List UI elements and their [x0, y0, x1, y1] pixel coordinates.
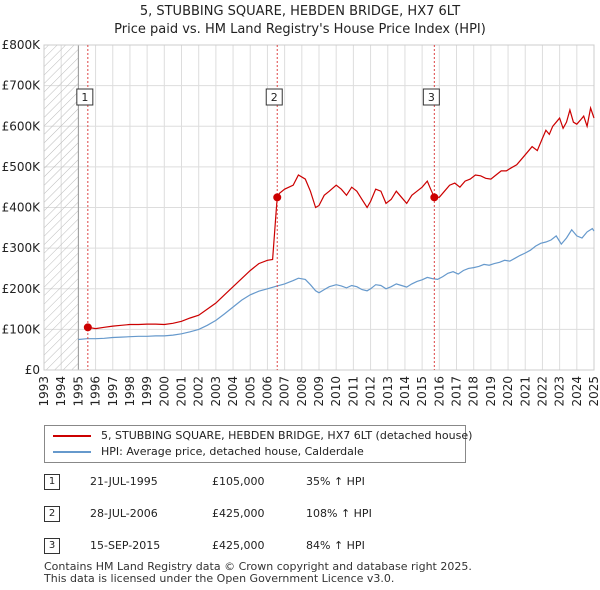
x-tick-label: 2008	[295, 376, 309, 407]
sale-hpi-change: 84% ↑ HPI	[306, 539, 365, 552]
sale-date: 21-JUL-1995	[90, 475, 158, 488]
x-tick-label: 2014	[398, 376, 412, 407]
x-tick-label: 1994	[54, 376, 68, 407]
price-paid-line	[87, 105, 595, 330]
x-tick-label: 2015	[415, 376, 429, 407]
x-tick-label: 2005	[243, 376, 257, 407]
legend-label-hpi: HPI: Average price, detached house, Cald…	[101, 445, 364, 458]
legend-label-price-paid: 5, STUBBING SQUARE, HEBDEN BRIDGE, HX7 6…	[101, 429, 473, 442]
y-tick-label: £700K	[2, 79, 42, 93]
sale-row: 3 15-SEP-2015 £425,000 84% ↑ HPI	[44, 536, 464, 556]
sale-number: 3	[44, 538, 60, 554]
x-tick-label: 2000	[157, 376, 171, 407]
footer-copyright: Contains HM Land Registry data © Crown c…	[44, 560, 472, 573]
plot-border	[43, 44, 595, 371]
legend-swatch-hpi	[53, 451, 91, 453]
chart-subtitle: Price paid vs. HM Land Registry's House …	[114, 22, 486, 37]
x-tick-label: 2016	[432, 376, 446, 407]
sale-marker-box	[265, 88, 283, 106]
x-tick-label: 1993	[37, 376, 51, 407]
x-tick-label: 1998	[123, 376, 137, 407]
x-tick-label: 2007	[278, 376, 292, 407]
footer-licence: This data is licensed under the Open Gov…	[44, 572, 395, 585]
y-tick-label: £400K	[2, 201, 42, 215]
x-tick-label: 1996	[89, 376, 103, 407]
sale-price: £425,000	[212, 539, 265, 552]
hpi-line	[78, 227, 595, 341]
y-tick-label: £600K	[2, 119, 42, 133]
x-tick-label: 2020	[501, 376, 515, 407]
y-tick-label: £300K	[2, 241, 42, 255]
x-tick-label: 2010	[329, 376, 343, 407]
sale-marker-label: 3	[428, 91, 435, 104]
x-tick-label: 2001	[175, 376, 189, 407]
x-tick-label: 2012	[364, 376, 378, 407]
x-tick-label: 1999	[140, 376, 154, 407]
sale-number: 2	[44, 506, 60, 522]
x-tick-label: 2009	[312, 376, 326, 407]
x-tick-label: 2024	[570, 376, 584, 407]
sale-point	[430, 193, 439, 202]
sale-hpi-change: 35% ↑ HPI	[306, 475, 365, 488]
x-tick-label: 2023	[553, 376, 567, 407]
price-chart: £0 £100K £200K £300K £400K £500K £600K £700K £80…	[2, 38, 600, 407]
sale-number: 1	[44, 474, 60, 490]
sale-marker-box	[76, 88, 94, 106]
legend-swatch-price-paid	[53, 435, 91, 437]
sale-date: 28-JUL-2006	[90, 507, 158, 520]
sale-price: £425,000	[212, 507, 265, 520]
y-tick-label: £800K	[2, 38, 42, 52]
x-tick-label: 1995	[71, 376, 85, 407]
x-tick-label: 2004	[226, 376, 240, 407]
sale-marker-label: 2	[271, 91, 278, 104]
x-tick-label: 2011	[346, 376, 360, 407]
x-tick-label: 2022	[535, 376, 549, 407]
y-tick-label: £200K	[2, 282, 42, 296]
x-tick-label: 2018	[467, 376, 481, 407]
x-tick-label: 2006	[260, 376, 274, 407]
y-tick-label: £0	[25, 363, 40, 377]
sale-hpi-change: 108% ↑ HPI	[306, 507, 372, 520]
pre-data-hatch	[44, 45, 79, 370]
sale-price: £105,000	[212, 475, 265, 488]
x-tick-label: 2003	[209, 376, 223, 407]
x-tick-label: 1997	[106, 376, 120, 407]
sale-point	[273, 193, 282, 202]
sale-date: 15-SEP-2015	[90, 539, 161, 552]
x-tick-label: 2019	[484, 376, 498, 407]
sale-row: 2 28-JUL-2006 £425,000 108% ↑ HPI	[44, 504, 464, 524]
y-tick-label: £100K	[2, 322, 42, 336]
x-tick-label: 2021	[518, 376, 532, 407]
x-tick-label: 2002	[192, 376, 206, 407]
x-tick-label: 2017	[450, 376, 464, 407]
x-tick-label: 2025	[587, 376, 600, 407]
chart-title: 5, STUBBING SQUARE, HEBDEN BRIDGE, HX7 6…	[139, 4, 461, 19]
y-tick-label: £500K	[2, 160, 42, 174]
sale-point	[83, 323, 92, 332]
legend: 5, STUBBING SQUARE, HEBDEN BRIDGE, HX7 6…	[44, 425, 472, 463]
sale-marker-label: 1	[81, 91, 88, 104]
sale-marker-box	[422, 88, 440, 106]
x-tick-label: 2013	[381, 376, 395, 407]
sale-row: 1 21-JUL-1995 £105,000 35% ↑ HPI	[44, 472, 464, 492]
